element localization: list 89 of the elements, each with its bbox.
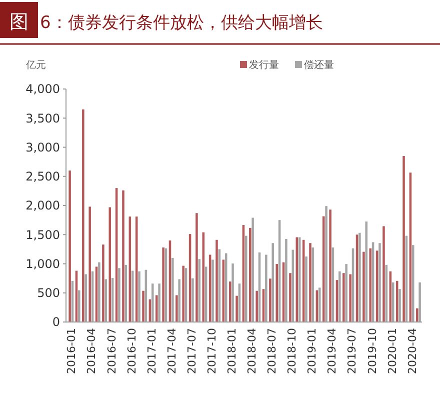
bar bbox=[418, 282, 421, 322]
bar bbox=[88, 206, 91, 322]
bar bbox=[285, 238, 288, 322]
bar bbox=[198, 259, 201, 322]
bar bbox=[256, 290, 258, 322]
y-tick-label: 0 bbox=[52, 315, 60, 330]
bar bbox=[151, 284, 154, 322]
bar bbox=[265, 254, 268, 322]
y-tick-label: 2,500 bbox=[26, 170, 60, 184]
bar bbox=[369, 248, 372, 322]
bar bbox=[176, 295, 178, 322]
x-tick-label: 2016-10 bbox=[125, 328, 138, 374]
bar bbox=[108, 207, 112, 322]
bar bbox=[252, 218, 254, 322]
bar bbox=[178, 279, 180, 322]
bar bbox=[196, 213, 198, 322]
x-tick-label: 2016-07 bbox=[105, 328, 118, 374]
bar bbox=[98, 262, 100, 322]
bar bbox=[322, 216, 325, 322]
bar bbox=[249, 228, 252, 322]
x-tick-label: 2018-01 bbox=[225, 328, 238, 374]
bar bbox=[212, 260, 214, 322]
bar bbox=[289, 273, 292, 322]
bar bbox=[162, 247, 164, 322]
x-tick-label: 2018-04 bbox=[246, 328, 259, 374]
y-tick-label: 3,500 bbox=[26, 111, 60, 126]
bar bbox=[84, 274, 87, 322]
bar bbox=[358, 232, 361, 322]
bar bbox=[245, 236, 248, 322]
x-tick-label: 2016-04 bbox=[85, 328, 98, 374]
bar bbox=[342, 273, 345, 322]
bar bbox=[192, 278, 194, 322]
bar bbox=[338, 271, 341, 322]
x-tick-label: 2019-07 bbox=[346, 328, 359, 374]
bar bbox=[216, 240, 218, 322]
x-tick-label: 2019-04 bbox=[326, 328, 339, 374]
y-tick-label: 3,000 bbox=[26, 140, 60, 154]
y-tick-label: 1,000 bbox=[26, 256, 60, 271]
bar bbox=[269, 278, 272, 322]
x-tick-label: 2020-04 bbox=[406, 328, 419, 374]
x-tick-label: 2017-07 bbox=[185, 328, 198, 374]
bar bbox=[182, 266, 184, 322]
bar bbox=[232, 263, 234, 322]
bar bbox=[412, 245, 414, 322]
bar bbox=[156, 295, 158, 322]
bar bbox=[172, 258, 174, 322]
chart-title: 图 6：债券发行条件放松，供给大幅增长 bbox=[10, 11, 323, 33]
bar bbox=[398, 289, 401, 322]
y-tick-label: 4,000 bbox=[26, 82, 60, 96]
y-tick-label: 1,500 bbox=[26, 228, 60, 242]
bar bbox=[118, 268, 120, 322]
x-tick-label: 2017-04 bbox=[165, 328, 178, 374]
x-tick-label: 2018-10 bbox=[286, 328, 299, 374]
bar bbox=[329, 210, 332, 322]
bar bbox=[276, 264, 278, 322]
bar bbox=[138, 271, 140, 322]
bar bbox=[102, 244, 104, 322]
bar bbox=[272, 243, 274, 322]
legend-label: 偿还量 bbox=[304, 59, 334, 71]
bar bbox=[104, 279, 108, 322]
bar bbox=[305, 256, 308, 322]
bar bbox=[68, 170, 71, 322]
bar bbox=[382, 226, 385, 322]
bar bbox=[402, 156, 405, 322]
bar bbox=[325, 206, 328, 322]
y-tick-label: 2,000 bbox=[26, 198, 60, 213]
bar bbox=[309, 243, 312, 322]
bar bbox=[345, 264, 348, 322]
bar bbox=[236, 296, 238, 322]
x-tick-label: 2019-10 bbox=[366, 328, 379, 374]
bar bbox=[142, 290, 144, 322]
legend-label: 发行量 bbox=[249, 60, 279, 71]
x-tick-label: 2017-10 bbox=[205, 328, 218, 374]
x-tick-label: 2016-01 bbox=[65, 328, 78, 374]
bar bbox=[365, 222, 368, 322]
x-tick-label: 2019-01 bbox=[306, 328, 319, 374]
bar bbox=[378, 243, 381, 322]
x-tick-label: 2018-07 bbox=[266, 328, 279, 374]
bar bbox=[122, 190, 124, 322]
y-tick-label: 500 bbox=[37, 286, 60, 300]
y-axis-title: 亿元 bbox=[25, 60, 46, 71]
x-tick-label: 2017-01 bbox=[145, 328, 158, 374]
bar bbox=[82, 109, 84, 322]
bar bbox=[362, 252, 365, 322]
bar bbox=[158, 284, 160, 322]
bar bbox=[349, 274, 352, 322]
bar bbox=[416, 308, 418, 322]
bar bbox=[78, 290, 80, 322]
x-tick-label: 2020-01 bbox=[386, 328, 399, 374]
